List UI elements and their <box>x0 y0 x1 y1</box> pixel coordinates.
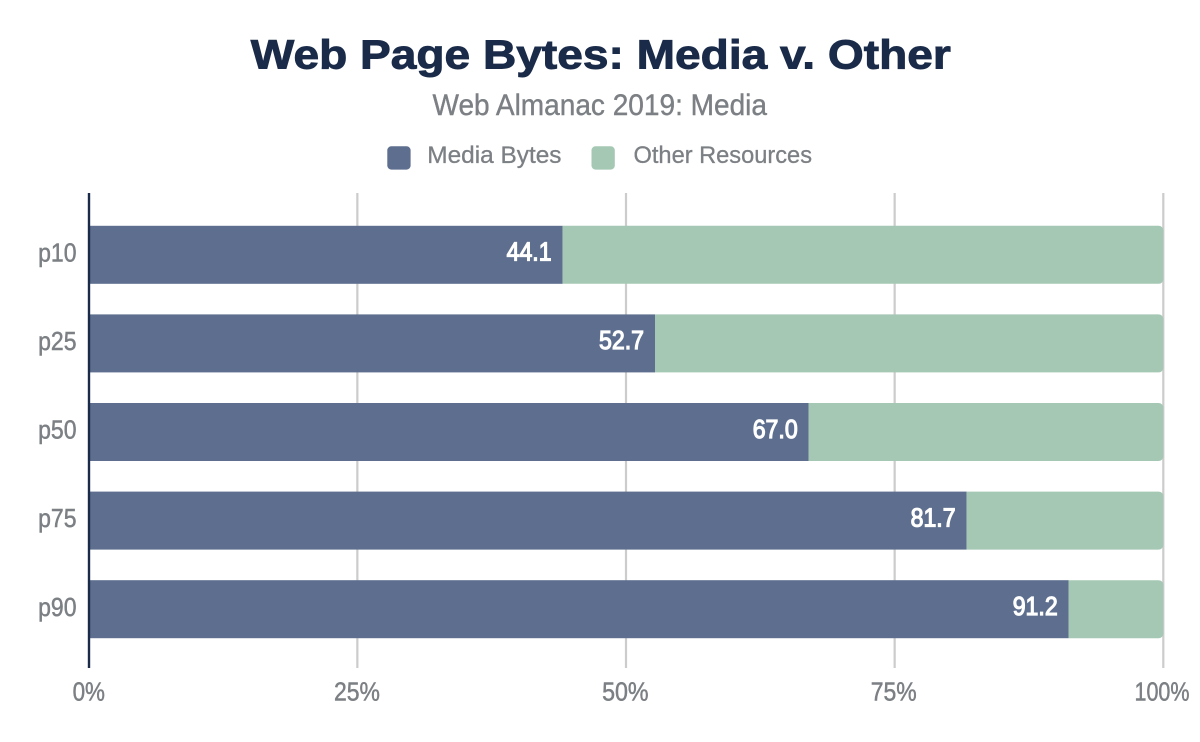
svg-text:67.0: 67.0 <box>753 414 798 444</box>
svg-text:0%: 0% <box>73 676 105 706</box>
svg-text:25%: 25% <box>334 676 380 706</box>
svg-text:p25: p25 <box>38 326 76 356</box>
svg-text:50%: 50% <box>602 676 649 706</box>
svg-text:44.1: 44.1 <box>507 237 552 267</box>
svg-text:91.2: 91.2 <box>1013 591 1058 621</box>
svg-text:Other Resources: Other Resources <box>634 142 813 169</box>
svg-text:75%: 75% <box>871 676 917 706</box>
svg-text:52.7: 52.7 <box>599 325 644 355</box>
svg-text:p50: p50 <box>38 415 76 445</box>
svg-text:p10: p10 <box>38 237 76 267</box>
svg-text:p75: p75 <box>38 503 76 533</box>
svg-text:100%: 100% <box>1135 676 1190 706</box>
svg-text:p90: p90 <box>38 592 76 622</box>
svg-text:Web Almanac 2019: Media: Web Almanac 2019: Media <box>433 89 768 122</box>
svg-text:Media Bytes: Media Bytes <box>427 142 561 169</box>
svg-text:Web Page Bytes: Media v. Other: Web Page Bytes: Media v. Other <box>251 31 951 77</box>
svg-text:81.7: 81.7 <box>911 503 956 533</box>
